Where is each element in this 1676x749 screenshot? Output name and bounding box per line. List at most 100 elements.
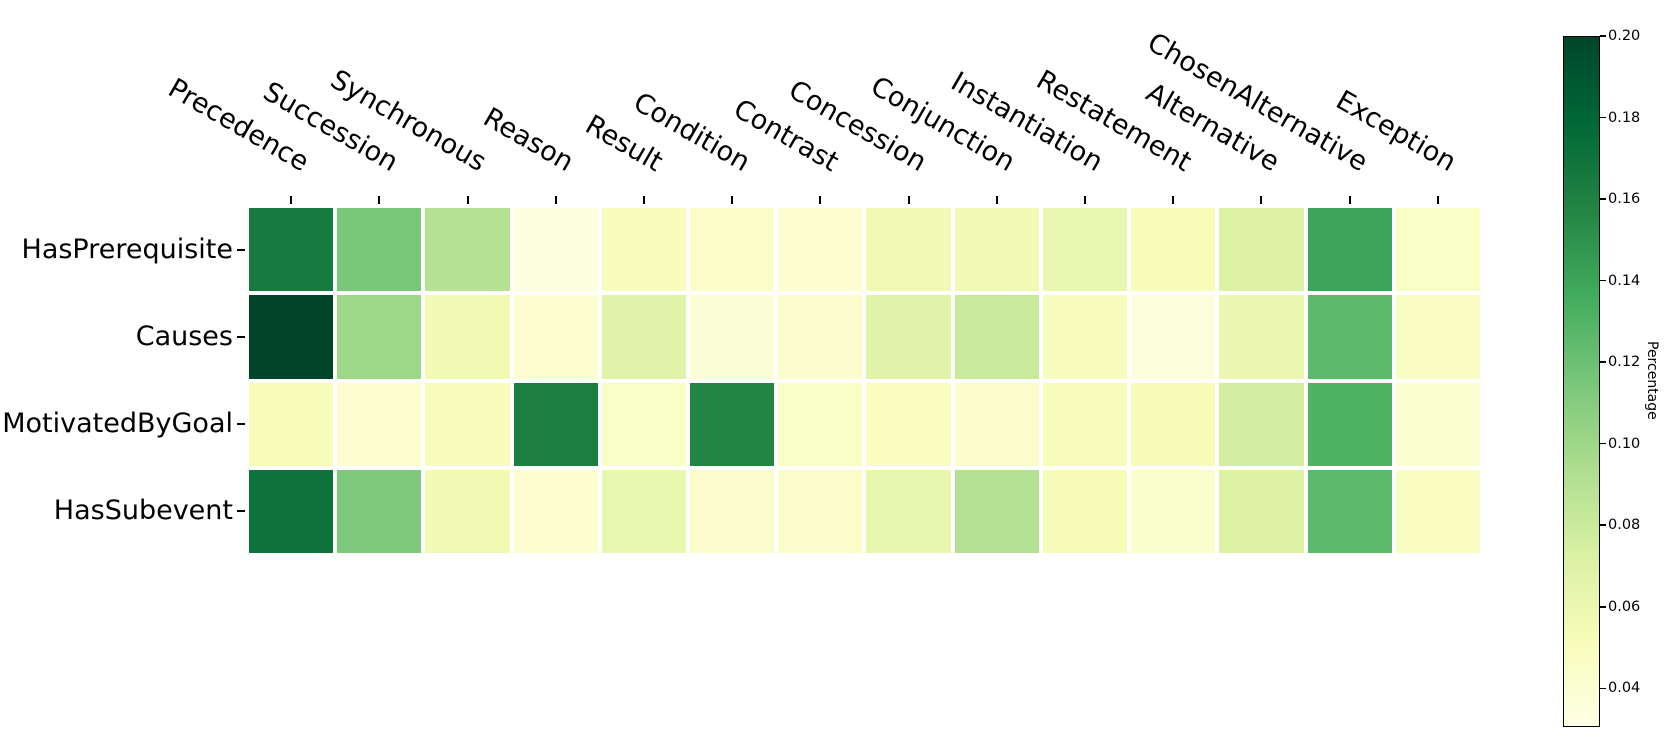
x-tick-mark xyxy=(642,196,645,204)
heatmap-cell xyxy=(1395,469,1480,553)
colorbar-tick-mark xyxy=(1599,279,1606,282)
colorbar-tick-label: 0.20 xyxy=(1608,28,1641,44)
colorbar-tick-mark xyxy=(1599,198,1606,200)
heatmap-cell xyxy=(513,469,598,553)
x-tick-mark xyxy=(907,196,910,204)
heatmap-cell xyxy=(690,295,775,379)
heatmap-cell xyxy=(1395,208,1480,292)
colorbar-tick-label: 0.04 xyxy=(1608,680,1641,697)
heatmap-cell xyxy=(601,208,687,292)
y-tick-label: Causes xyxy=(135,320,233,352)
heatmap-cell xyxy=(1395,382,1480,466)
heatmap-cell xyxy=(513,295,598,379)
colorbar-axis-label: Percentage xyxy=(1644,340,1660,420)
colorbar-tick-mark xyxy=(1599,35,1606,37)
colorbar-tick-mark xyxy=(1599,361,1606,363)
heatmap-cell xyxy=(690,382,775,466)
heatmap-cell xyxy=(778,382,863,466)
y-tick-mark xyxy=(237,423,245,426)
heatmap-cell xyxy=(1307,295,1392,379)
x-tick-mark xyxy=(554,196,557,204)
x-tick-mark xyxy=(995,196,998,204)
heatmap-cell xyxy=(425,469,510,553)
heatmap-cell xyxy=(249,469,334,553)
colorbar-tick-label: 0.06 xyxy=(1608,598,1641,615)
heatmap-cell xyxy=(778,295,863,379)
colorbar-tick-mark xyxy=(1599,116,1606,119)
heatmap-cell xyxy=(249,295,334,379)
heatmap-cell xyxy=(513,208,598,292)
colorbar-tick-label: 0.14 xyxy=(1608,272,1641,289)
heatmap-cell xyxy=(337,469,422,553)
x-tick-mark xyxy=(466,196,469,204)
heatmap-cell xyxy=(425,208,510,292)
heatmap-cell xyxy=(954,469,1039,553)
heatmap-cell xyxy=(337,295,422,379)
x-tick-mark xyxy=(1083,196,1086,204)
heatmap-cell xyxy=(1042,469,1128,553)
y-tick-label: HasPrerequisite xyxy=(21,233,233,265)
colorbar-tick-label: 0.08 xyxy=(1608,517,1641,534)
colorbar-tick-label: 0.10 xyxy=(1608,435,1641,452)
heatmap-cell xyxy=(513,382,598,466)
heatmap-cell xyxy=(1219,382,1304,466)
x-tick-mark xyxy=(290,196,293,204)
heatmap-cell xyxy=(690,469,775,553)
heatmap-cell xyxy=(1042,382,1128,466)
heatmap-cell xyxy=(690,208,775,292)
heatmap-cell xyxy=(249,208,334,292)
heatmap-cell xyxy=(1131,382,1216,466)
colorbar-tick-label: 0.18 xyxy=(1608,109,1641,126)
x-tick-mark xyxy=(1172,196,1175,204)
heatmap-cell xyxy=(1395,295,1480,379)
heatmap-cell xyxy=(601,295,687,379)
heatmap-cell xyxy=(337,382,422,466)
heatmap-cell xyxy=(249,382,334,466)
y-tick-label: MotivatedByGoal xyxy=(2,408,233,440)
y-tick-mark xyxy=(237,510,245,513)
heatmap-cell xyxy=(1131,469,1216,553)
heatmap-cell xyxy=(1131,295,1216,379)
heatmap-cell xyxy=(954,208,1039,292)
colorbar-tick-label: 0.12 xyxy=(1608,354,1641,371)
heatmap-cell xyxy=(954,295,1039,379)
heatmap-cell xyxy=(1219,469,1304,553)
heatmap-cell xyxy=(866,382,951,466)
x-tick-mark xyxy=(1348,196,1351,204)
heatmap-cell xyxy=(1307,208,1392,292)
heatmap-cell xyxy=(866,469,951,553)
heatmap-cell xyxy=(1131,208,1216,292)
heatmap-cell xyxy=(425,295,510,379)
y-tick-mark xyxy=(237,248,245,251)
heatmap-cell xyxy=(1042,295,1128,379)
heatmap-cell xyxy=(778,469,863,553)
x-tick-mark xyxy=(378,196,381,204)
colorbar-tick-mark xyxy=(1599,524,1606,527)
heatmap-cell xyxy=(601,469,687,553)
heatmap-cell xyxy=(866,208,951,292)
x-tick-mark xyxy=(731,196,734,204)
x-tick-mark xyxy=(819,196,822,204)
heatmap-cell xyxy=(1042,208,1128,292)
heatmap-cell xyxy=(337,208,422,292)
heatmap-cell xyxy=(1219,208,1304,292)
heatmap-cell xyxy=(1219,295,1304,379)
x-tick-label: Reason xyxy=(478,102,580,179)
colorbar-tick-mark xyxy=(1599,687,1606,690)
y-tick-mark xyxy=(237,335,245,338)
y-tick-label: HasSubevent xyxy=(53,495,233,527)
heatmap-cell xyxy=(601,382,687,466)
heatmap-cell xyxy=(954,382,1039,466)
colorbar-tick-mark xyxy=(1599,442,1606,445)
heatmap-cell xyxy=(1307,382,1392,466)
x-tick-mark xyxy=(1436,196,1439,204)
colorbar-gradient xyxy=(1563,36,1600,727)
colorbar-tick-label: 0.16 xyxy=(1608,191,1641,208)
heatmap-cell xyxy=(425,382,510,466)
x-tick-mark xyxy=(1260,196,1263,204)
colorbar-tick-mark xyxy=(1599,605,1606,608)
heatmap-cell xyxy=(778,208,863,292)
heatmap-cell xyxy=(1307,469,1392,553)
heatmap-cell xyxy=(866,295,951,379)
